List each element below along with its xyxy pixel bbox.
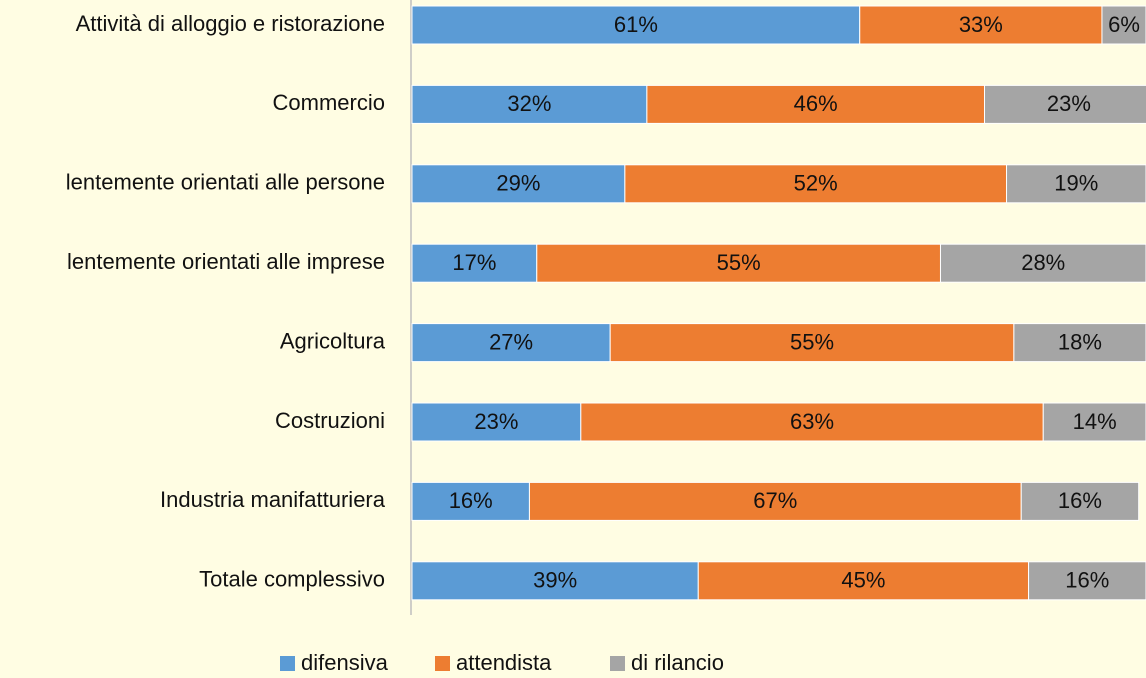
bar-segment: [939, 243, 1146, 283]
value-label: 61%: [614, 12, 658, 37]
y-tick-label: Attività di alloggio e ristorazione: [76, 11, 385, 36]
y-tick-label: lentemente orientati alle persone: [66, 170, 385, 195]
bar-segment: [697, 561, 1030, 601]
bar-segment: [1042, 402, 1146, 442]
value-label: 63%: [790, 409, 834, 434]
value-label: 23%: [474, 409, 518, 434]
bar-segment: [1020, 481, 1140, 521]
value-label: 17%: [452, 250, 496, 275]
y-tick-label: Agricoltura: [280, 328, 386, 353]
bar-segment: [609, 323, 1015, 363]
value-label: 39%: [533, 568, 577, 593]
value-label: 33%: [959, 12, 1003, 37]
bar-segment: [411, 164, 626, 204]
value-label: 55%: [790, 329, 834, 354]
value-label: 45%: [841, 568, 885, 593]
y-tick-label: Industria manifatturiera: [160, 487, 386, 512]
legend-label: attendista: [456, 650, 552, 675]
value-label: 14%: [1073, 409, 1117, 434]
bar-segment: [646, 84, 986, 124]
value-label: 16%: [1058, 488, 1102, 513]
bar-segment: [411, 84, 648, 124]
bar-segment: [411, 402, 582, 442]
bar-segment: [1006, 164, 1146, 204]
value-label: 52%: [794, 171, 838, 196]
bar-segment: [411, 561, 699, 601]
value-label: 28%: [1021, 250, 1065, 275]
bar-segment: [411, 5, 861, 45]
bar-segment: [624, 164, 1008, 204]
legend-swatch: [280, 656, 295, 671]
value-label: 27%: [489, 329, 533, 354]
legend-swatch: [435, 656, 450, 671]
value-label: 55%: [717, 250, 761, 275]
legend-swatch: [610, 656, 625, 671]
y-tick-label: Commercio: [273, 90, 385, 115]
bar-segment: [411, 323, 611, 363]
value-label: 29%: [496, 171, 540, 196]
legend-label: difensiva: [301, 650, 389, 675]
y-tick-label: Costruzioni: [275, 408, 385, 433]
y-tick-label: Totale complessivo: [199, 567, 385, 592]
bar-segment: [1013, 323, 1146, 363]
legend-label: di rilancio: [631, 650, 724, 675]
value-label: 6%: [1108, 12, 1140, 37]
value-label: 16%: [449, 488, 493, 513]
value-label: 16%: [1065, 568, 1109, 593]
bar-segment: [580, 402, 1044, 442]
value-label: 46%: [794, 91, 838, 116]
bar-segment: [859, 5, 1103, 45]
value-label: 19%: [1054, 171, 1098, 196]
bar-segment: [1101, 5, 1146, 45]
bar-segment: [411, 481, 530, 521]
value-label: 18%: [1058, 329, 1102, 354]
y-tick-label: lentemente orientati alle imprese: [67, 249, 385, 274]
bar-segment: [1028, 561, 1146, 601]
value-label: 67%: [753, 488, 797, 513]
bar-segment: [984, 84, 1146, 124]
bar-segment: [528, 481, 1022, 521]
value-label: 23%: [1047, 91, 1091, 116]
bar-segment: [411, 243, 538, 283]
value-label: 32%: [507, 91, 551, 116]
